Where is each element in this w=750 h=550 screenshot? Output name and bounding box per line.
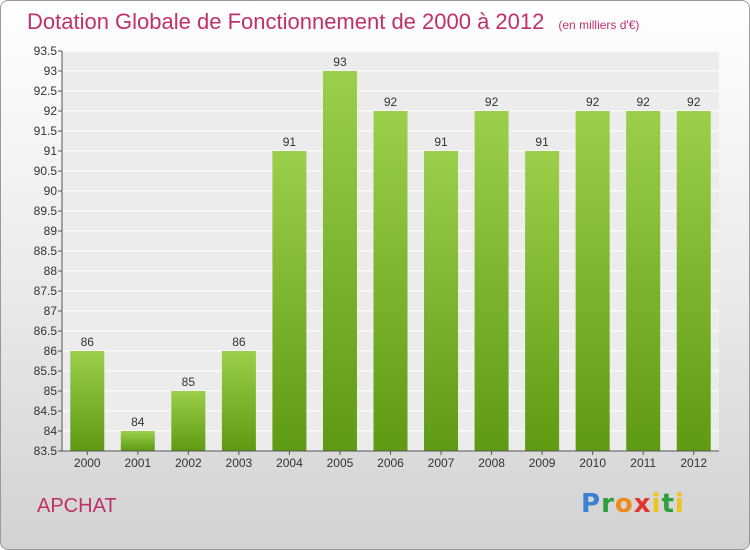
proxiti-logo[interactable]: Proxiti (581, 489, 685, 519)
y-tick-label: 83.5 (34, 444, 58, 458)
data-label: 92 (637, 95, 651, 109)
x-tick-label: 2001 (124, 456, 151, 470)
data-label: 91 (535, 135, 549, 149)
y-tick-label: 91.5 (34, 124, 58, 138)
data-label: 93 (333, 55, 347, 69)
data-label: 85 (182, 375, 196, 389)
y-tick-label: 89 (44, 224, 58, 238)
y-tick-label: 84 (44, 424, 58, 438)
bar-2005 (322, 71, 357, 451)
x-tick-label: 2012 (680, 456, 707, 470)
y-tick-label: 90.5 (34, 164, 58, 178)
y-tick-label: 92 (44, 104, 58, 118)
x-tick-label: 2007 (428, 456, 455, 470)
data-label: 92 (687, 95, 701, 109)
bar-layer: 86 84 85 86 91 93 92 91 92 91 92 92 92 (70, 55, 711, 451)
y-tick-label: 93.5 (34, 44, 58, 58)
axis-layer: 83.5 84 84.5 85 85.5 86 86.5 87 87.5 88 88.5 89 89.5… (34, 44, 719, 470)
x-tick-label: 2008 (478, 456, 505, 470)
bar-2011 (626, 111, 661, 451)
data-label: 92 (485, 95, 499, 109)
bar-2004 (272, 151, 307, 451)
y-tick-label: 90 (44, 184, 58, 198)
chart-title: Dotation Globale de Fonctionnement de 20… (27, 9, 639, 35)
y-tick-label: 92.5 (34, 84, 58, 98)
data-label: 91 (283, 135, 297, 149)
y-tick-label: 86 (44, 344, 58, 358)
x-tick-label: 2000 (74, 456, 101, 470)
y-tick-label: 93 (44, 64, 58, 78)
chart-unit: (en milliers d'€) (558, 18, 640, 32)
x-tick-label: 2009 (529, 456, 556, 470)
y-tick-label: 84.5 (34, 404, 58, 418)
x-tick-label: 2005 (327, 456, 354, 470)
data-label: 86 (232, 335, 246, 349)
x-tick-label: 2004 (276, 456, 303, 470)
x-tick-label: 2003 (226, 456, 253, 470)
y-tick-label: 87.5 (34, 284, 58, 298)
bar-2006 (373, 111, 408, 451)
y-tick-label: 89.5 (34, 204, 58, 218)
data-label: 92 (586, 95, 600, 109)
y-tick-label: 85.5 (34, 364, 58, 378)
y-tick-label: 88.5 (34, 244, 58, 258)
bar-2000 (70, 351, 105, 451)
bar-2002 (171, 391, 206, 451)
bar-2010 (575, 111, 610, 451)
data-label: 86 (81, 335, 95, 349)
y-tick-label: 91 (44, 144, 58, 158)
chart-title-text: Dotation Globale de Fonctionnement de 20… (27, 9, 545, 34)
y-tick-label: 86.5 (34, 324, 58, 338)
x-tick-label: 2010 (579, 456, 606, 470)
place-name: APCHAT (37, 495, 117, 517)
y-tick-label: 88 (44, 264, 58, 278)
bar-2008 (474, 111, 509, 451)
x-tick-label: 2006 (377, 456, 404, 470)
data-label: 92 (384, 95, 398, 109)
y-tick-label: 85 (44, 384, 58, 398)
data-label: 84 (131, 415, 145, 429)
bar-2009 (525, 151, 560, 451)
bar-2007 (424, 151, 459, 451)
bar-2001 (120, 431, 155, 451)
data-label: 91 (434, 135, 448, 149)
bar-2003 (221, 351, 256, 451)
x-tick-label: 2011 (630, 456, 656, 470)
x-tick-label: 2002 (175, 456, 202, 470)
bar-2012 (676, 111, 711, 451)
y-tick-label: 87 (44, 304, 58, 318)
